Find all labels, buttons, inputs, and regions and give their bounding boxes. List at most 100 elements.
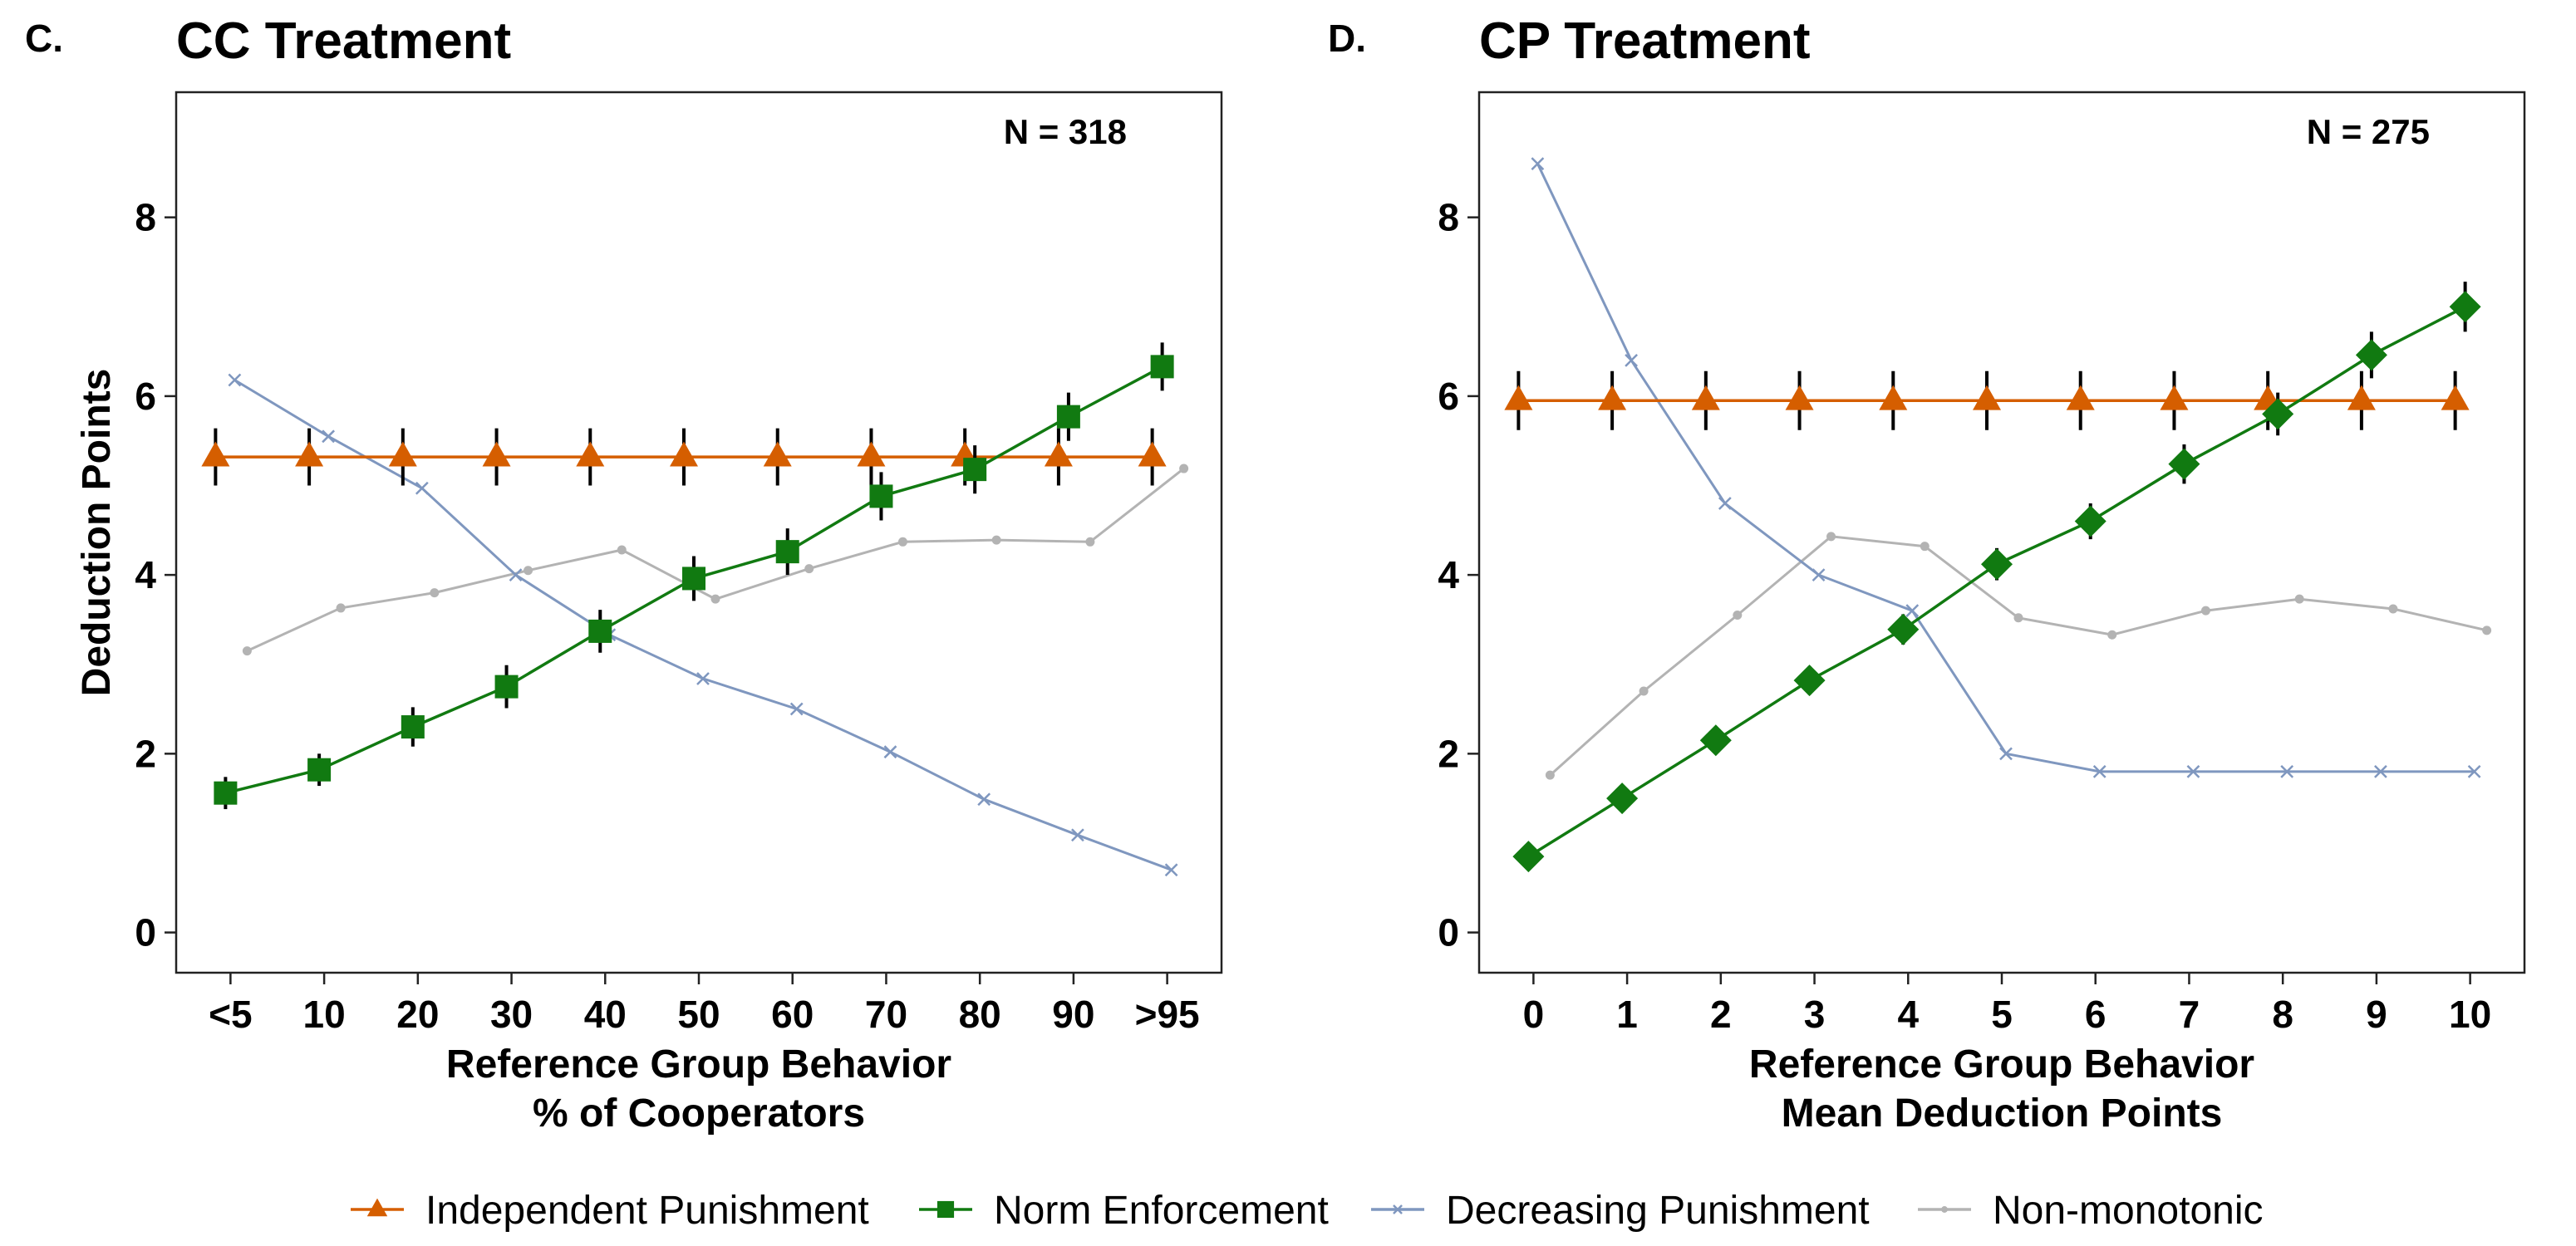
panel-letter: C. xyxy=(25,17,63,60)
y-tick-label: 8 xyxy=(1438,196,1459,239)
data-point-norm xyxy=(1150,355,1174,379)
x-tick-label: 70 xyxy=(865,993,907,1036)
data-point-norm xyxy=(1887,613,1920,645)
series-norm xyxy=(1512,282,2481,873)
x-tick-label: 80 xyxy=(959,993,1001,1036)
series-independent xyxy=(1504,370,2470,430)
data-point-decreasing xyxy=(883,745,897,759)
series-line-norm xyxy=(1527,305,2466,858)
x-axis-title-line2: % of Cooperators xyxy=(533,1091,865,1136)
data-point-decreasing xyxy=(789,702,804,716)
data-point-nonmono xyxy=(524,566,533,576)
x-tick-label: 1 xyxy=(1616,993,1638,1036)
series-line-decreasing xyxy=(234,379,1172,871)
x-axis: 0 1 2 3 4 5 6 7 8 9 10 xyxy=(1523,973,2491,1036)
data-point-norm xyxy=(682,567,705,591)
data-point-nonmono xyxy=(617,545,627,555)
legend-label: Norm Enforcement xyxy=(994,1189,1329,1233)
panel-cc-treatment: C. CC Treatment N = 318 Deduction Points… xyxy=(25,12,1223,1136)
x-tick-label: <5 xyxy=(209,993,252,1036)
legend-swatch-marker xyxy=(366,1198,388,1217)
data-point-decreasing xyxy=(415,481,429,495)
data-point-independent xyxy=(1504,385,1533,410)
data-point-independent xyxy=(576,441,605,467)
data-point-independent xyxy=(670,441,698,467)
data-point-decreasing xyxy=(1164,863,1178,877)
data-point-nonmono xyxy=(2482,625,2492,635)
y-tick-label: 2 xyxy=(135,732,156,775)
series-line-nonmono xyxy=(1549,535,2487,777)
legend-label: Non-monotonic xyxy=(1993,1189,2264,1233)
series-nonmono xyxy=(242,464,1189,656)
data-point-independent xyxy=(482,441,511,467)
x-tick-label: 20 xyxy=(396,993,439,1036)
data-point-decreasing xyxy=(322,429,335,444)
data-point-norm xyxy=(1793,665,1826,697)
x-tick-label: 90 xyxy=(1052,993,1094,1036)
series-decreasing xyxy=(1531,157,2481,778)
x-tick-label: 0 xyxy=(1523,993,1545,1036)
data-point-nonmono xyxy=(1920,542,1930,552)
x-axis-title-line1: Reference Group Behavior xyxy=(1749,1042,2254,1087)
y-tick-label: 6 xyxy=(1438,375,1459,418)
data-point-decreasing xyxy=(1905,604,1920,618)
x-tick-label: 50 xyxy=(677,993,720,1036)
data-point-nonmono xyxy=(242,646,252,656)
data-point-norm xyxy=(214,781,238,805)
data-point-decreasing xyxy=(2280,764,2294,778)
data-point-nonmono xyxy=(2200,606,2210,616)
data-point-independent xyxy=(1879,385,1908,410)
data-point-norm xyxy=(963,458,987,482)
data-point-independent xyxy=(1598,385,1627,410)
data-point-decreasing xyxy=(1071,828,1084,842)
data-point-decreasing xyxy=(977,792,991,807)
plot-frame xyxy=(175,91,1223,974)
y-tick-label: 0 xyxy=(1438,911,1459,954)
data-point-independent xyxy=(1138,441,1167,467)
data-point-decreasing xyxy=(2467,764,2481,778)
legend-item-norm: Norm Enforcement xyxy=(919,1189,1329,1233)
legend-swatch-marker xyxy=(937,1200,955,1219)
data-point-decreasing xyxy=(1812,568,1826,582)
sample-size-label: N = 318 xyxy=(1004,112,1127,151)
x-tick-label: 9 xyxy=(2366,993,2387,1036)
legend-item-independent: Independent Punishment xyxy=(351,1189,869,1233)
data-point-norm xyxy=(2074,505,2107,537)
data-point-nonmono xyxy=(897,537,907,547)
plot-frame xyxy=(1477,91,2526,974)
data-point-decreasing xyxy=(1999,747,2013,761)
data-point-norm xyxy=(2449,291,2481,323)
series-layer xyxy=(1504,157,2492,873)
y-axis: 0 2 4 6 8 xyxy=(1438,196,1479,954)
y-tick-label: 8 xyxy=(135,196,156,239)
x-tick-label: 40 xyxy=(584,993,627,1036)
data-point-decreasing xyxy=(509,568,523,582)
legend-swatch-marker xyxy=(1941,1206,1948,1213)
y-axis: 0 2 4 6 8 xyxy=(135,196,176,954)
x-axis: <5 10 20 30 40 50 60 70 80 90 >95 xyxy=(209,973,1200,1036)
data-point-independent xyxy=(2066,385,2095,410)
data-point-nonmono xyxy=(804,564,814,574)
series-decreasing xyxy=(228,373,1178,877)
data-point-decreasing xyxy=(1625,353,1638,367)
data-point-independent xyxy=(388,441,417,467)
data-point-independent xyxy=(1691,385,1720,410)
data-point-decreasing xyxy=(2374,764,2387,778)
data-point-nonmono xyxy=(710,594,720,604)
panel-cp-treatment: D. CP Treatment N = 275 Reference Group … xyxy=(1328,12,2526,1136)
x-tick-label: 4 xyxy=(1897,993,1919,1036)
data-point-nonmono xyxy=(2013,613,2023,623)
data-point-norm xyxy=(1056,405,1080,429)
legend-item-decreasing: Decreasing Punishment xyxy=(1371,1189,1870,1233)
series-nonmono xyxy=(1545,532,2492,780)
data-point-independent xyxy=(857,441,886,467)
data-point-norm xyxy=(1606,782,1639,815)
x-tick-label: 7 xyxy=(2179,993,2200,1036)
data-point-norm xyxy=(2168,448,2200,480)
data-point-nonmono xyxy=(1085,537,1095,547)
x-tick-label: 3 xyxy=(1804,993,1826,1036)
series-line-nonmono xyxy=(246,467,1185,652)
data-point-nonmono xyxy=(1639,686,1649,696)
data-point-norm xyxy=(1981,548,2013,581)
